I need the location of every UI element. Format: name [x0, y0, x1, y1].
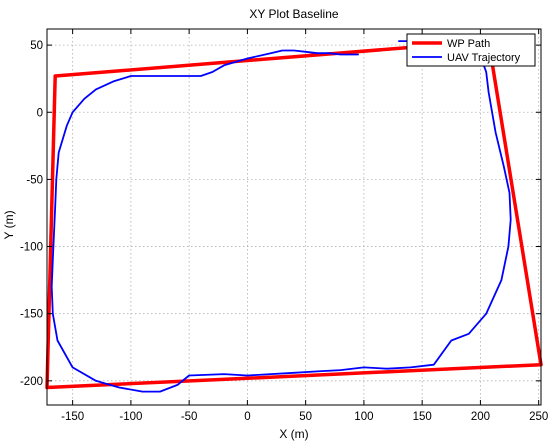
- y-axis-label: Y (m): [2, 210, 16, 239]
- axis-ticks: -150 -100 -50 0 50 100 150 200 250 50 0 -50 -100 -150…: [20, 29, 548, 423]
- grid-lines: [47, 29, 541, 405]
- y-tick-label: -150: [20, 309, 43, 321]
- legend-label: WP Path: [447, 38, 490, 50]
- x-axis-label: X (m): [279, 427, 308, 441]
- series-line-wp-path: [45, 39, 543, 390]
- legend-label: UAV Trajectory: [447, 52, 521, 64]
- series-line-uav-trajectory: [50, 40, 512, 393]
- y-tick-label: -50: [26, 174, 43, 186]
- y-tick-label: -100: [20, 242, 43, 254]
- x-tick-label: 0: [244, 411, 250, 423]
- series-group: [45, 39, 543, 393]
- x-tick-label: 150: [413, 411, 432, 423]
- x-tick-label: -100: [119, 411, 142, 423]
- y-tick-label: -200: [20, 376, 43, 388]
- x-tick-label: 100: [354, 411, 373, 423]
- plot-area-frame: [46, 28, 542, 406]
- legend: WP Path UAV Trajectory: [406, 33, 536, 67]
- x-tick-label: 50: [299, 411, 312, 423]
- y-tick-label: 50: [30, 40, 43, 52]
- x-tick-label: 250: [529, 411, 548, 423]
- legend-box: [406, 33, 536, 67]
- y-tick-label: 0: [37, 107, 43, 119]
- chart-title: XY Plot Baseline: [249, 7, 338, 21]
- x-tick-label: -150: [61, 411, 84, 423]
- x-tick-label: -50: [181, 411, 198, 423]
- x-tick-label: 200: [471, 411, 490, 423]
